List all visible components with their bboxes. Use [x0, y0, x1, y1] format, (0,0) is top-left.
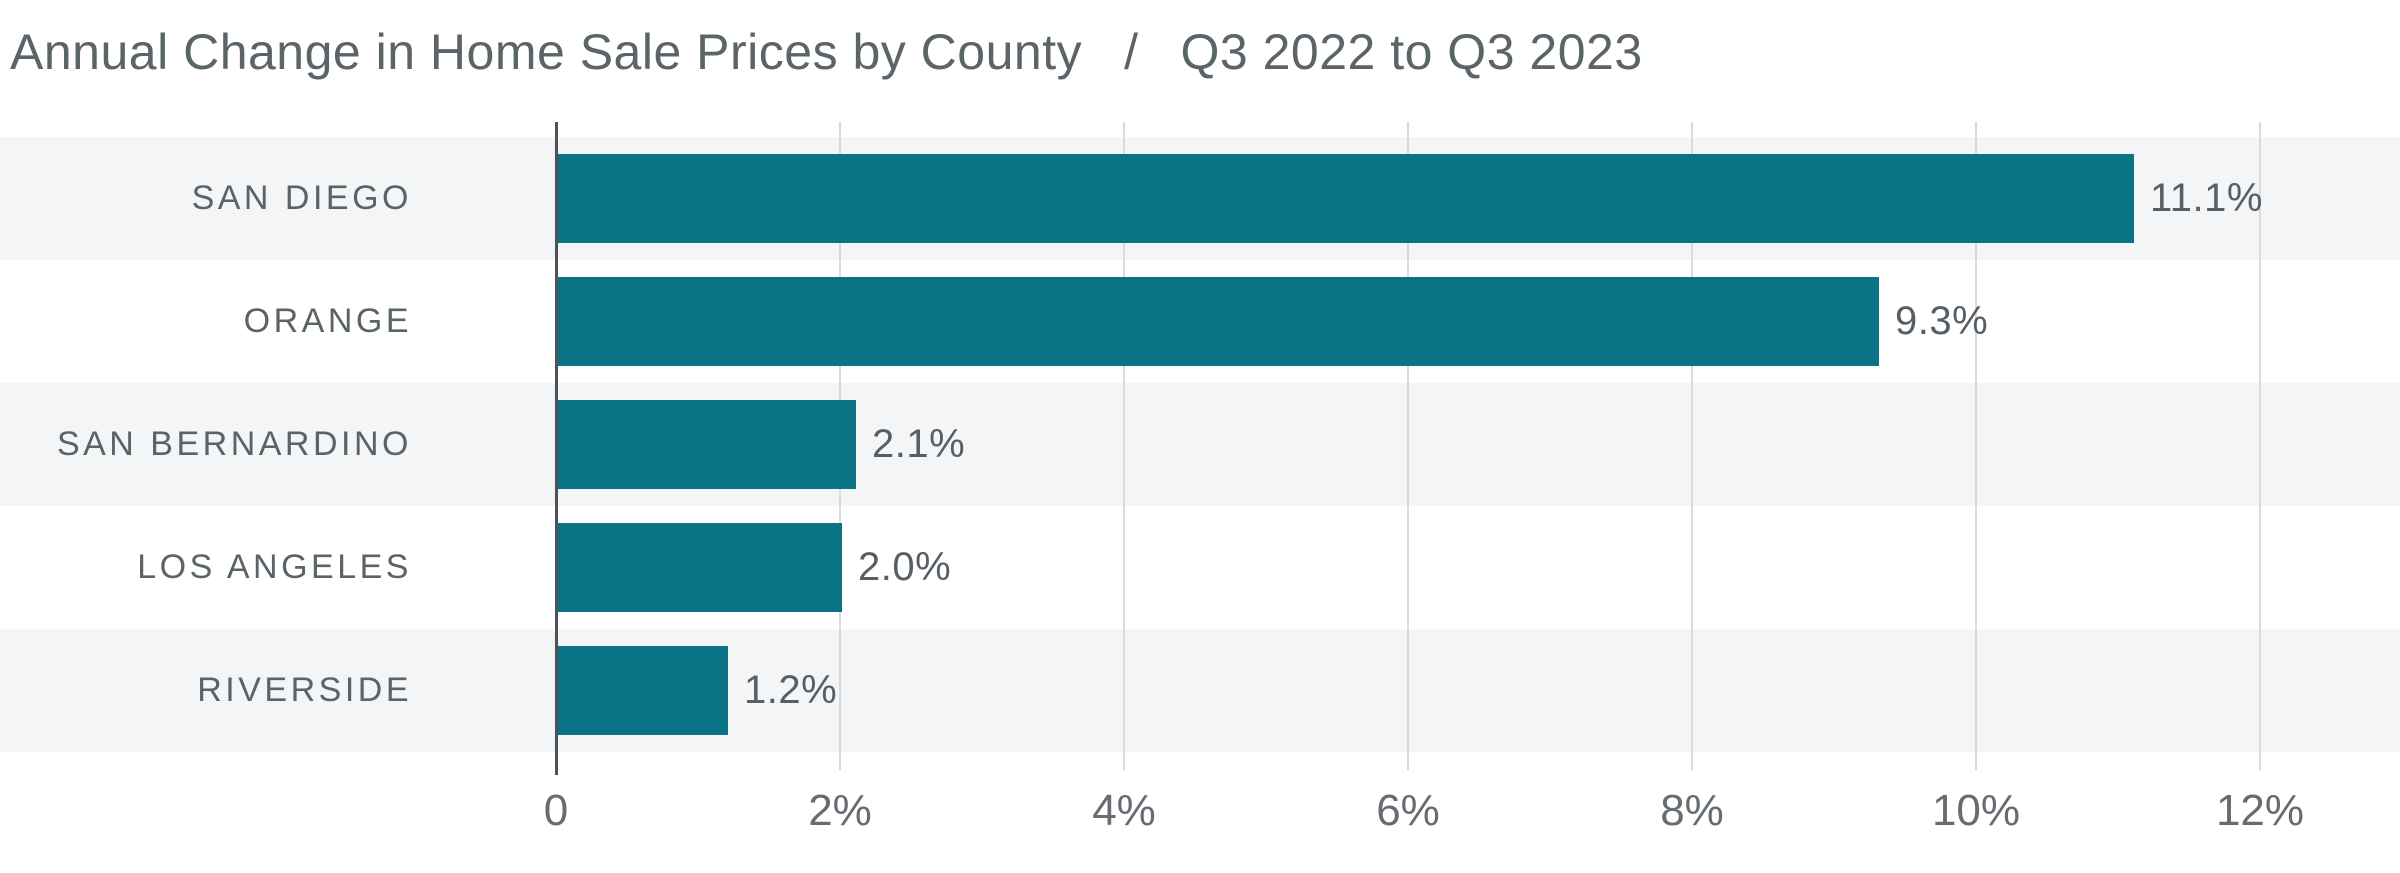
value-label: 9.3%	[1895, 299, 1989, 343]
chart-title-separator: /	[1124, 24, 1139, 80]
bar	[558, 154, 2134, 243]
gridline-10pct	[1975, 122, 1977, 770]
x-tick-label: 8%	[1660, 786, 1724, 835]
chart-title-period: Q3 2022 to Q3 2023	[1180, 24, 1643, 80]
bar	[558, 523, 842, 612]
value-label: 2.1%	[872, 422, 966, 466]
x-tick-label: 0	[543, 786, 569, 835]
bar	[558, 277, 1879, 366]
value-label: 1.2%	[744, 668, 838, 712]
x-tick-label: 2%	[808, 786, 872, 835]
y-axis-line	[555, 122, 558, 775]
category-label: SAN BERNARDINO	[56, 425, 412, 463]
bar	[558, 646, 728, 735]
value-label: 2.0%	[858, 545, 952, 589]
gridline-8pct	[1691, 122, 1693, 770]
value-label: 11.1%	[2150, 176, 2263, 220]
gridline-6pct	[1407, 122, 1409, 770]
gridline-4pct	[1123, 122, 1125, 770]
bar	[558, 400, 856, 489]
row-stripe	[0, 383, 2400, 506]
category-label: SAN DIEGO	[191, 179, 412, 217]
row-stripe	[0, 629, 2400, 752]
x-tick-label: 12%	[2215, 786, 2305, 835]
x-tick-label: 6%	[1376, 786, 1440, 835]
category-label: LOS ANGELES	[137, 548, 412, 586]
category-label: RIVERSIDE	[197, 671, 412, 709]
category-label: ORANGE	[243, 302, 412, 340]
gridline-12pct	[2259, 122, 2261, 770]
chart-title: Annual Change in Home Sale Prices by Cou…	[10, 24, 1643, 82]
x-tick-label: 10%	[1931, 786, 2021, 835]
chart-title-main: Annual Change in Home Sale Prices by Cou…	[10, 24, 1083, 80]
x-tick-label: 4%	[1092, 786, 1156, 835]
